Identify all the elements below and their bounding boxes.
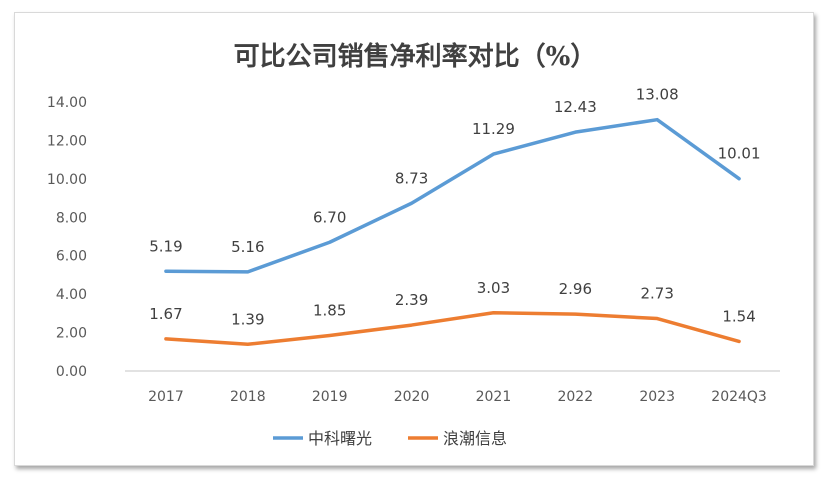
chart-frame: 可比公司销售净利率对比（%） 0.00 2.00 4.00 6.00 8.00 10.00… — [14, 12, 814, 466]
data-label: 1.39 — [231, 310, 264, 328]
series-line-2 — [164, 311, 741, 347]
line-chart: 可比公司销售净利率对比（%） 0.00 2.00 4.00 6.00 8.00 10.00… — [47, 41, 780, 448]
data-label: 10.01 — [718, 145, 761, 163]
data-label: 5.16 — [231, 238, 264, 256]
data-label: 12.43 — [554, 98, 597, 116]
y-tick-label: 2.00 — [56, 326, 87, 342]
y-tick-label: 10.00 — [47, 172, 87, 188]
x-axis-ticks: 2017 2018 2019 2020 2021 2022 2023 2024Q3 — [148, 389, 767, 405]
x-tick-label: 2018 — [230, 389, 266, 405]
y-tick-label: 12.00 — [47, 133, 87, 149]
data-label: 5.19 — [149, 237, 182, 255]
series-lines — [164, 117, 741, 347]
x-tick-label: 2023 — [639, 389, 675, 405]
legend-label: 浪潮信息 — [443, 429, 507, 448]
data-label: 2.96 — [559, 280, 592, 298]
x-tick-label: 2017 — [148, 389, 184, 405]
data-label: 3.03 — [477, 279, 510, 297]
x-tick-label: 2024Q3 — [711, 389, 767, 405]
chart-title: 可比公司销售净利率对比（%） — [234, 41, 597, 72]
data-label: 2.39 — [395, 291, 428, 309]
x-tick-label: 2021 — [476, 389, 512, 405]
data-label: 8.73 — [395, 169, 428, 187]
data-label: 1.85 — [313, 301, 346, 319]
data-label: 6.70 — [313, 208, 346, 226]
data-label: 1.67 — [149, 305, 182, 323]
y-axis-ticks: 0.00 2.00 4.00 6.00 8.00 10.00 12.00 14.00 — [47, 95, 87, 380]
series-line-1 — [164, 117, 741, 274]
legend: 中科曙光 浪潮信息 — [273, 429, 507, 448]
data-label: 13.08 — [636, 86, 679, 104]
legend-label: 中科曙光 — [308, 429, 372, 448]
y-tick-label: 8.00 — [56, 210, 87, 226]
data-label: 11.29 — [472, 120, 515, 138]
data-label: 1.54 — [722, 307, 755, 325]
y-tick-label: 6.00 — [56, 249, 87, 265]
y-tick-label: 0.00 — [56, 364, 87, 380]
y-tick-label: 14.00 — [47, 95, 87, 111]
y-tick-label: 4.00 — [56, 287, 87, 303]
data-label: 2.73 — [640, 285, 673, 303]
x-tick-label: 2020 — [394, 389, 430, 405]
data-labels: 5.19 5.16 6.70 8.73 11.29 12.43 13.08 10.01 1.67… — [149, 86, 760, 329]
x-tick-label: 2019 — [312, 389, 348, 405]
x-tick-label: 2022 — [557, 389, 593, 405]
